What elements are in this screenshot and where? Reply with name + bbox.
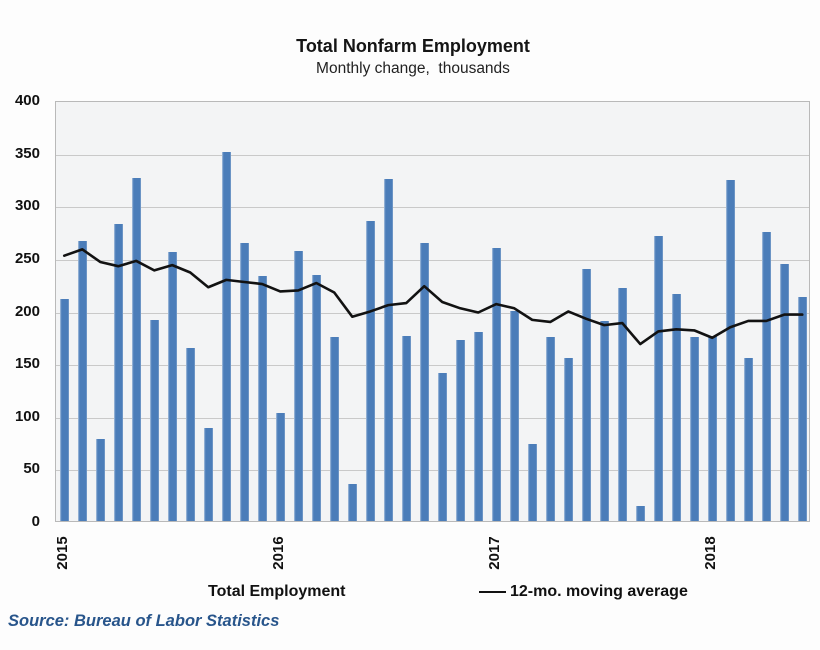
bar-jul-2015 — [167, 251, 177, 521]
legend-item-moving-average: 12-mo. moving average — [479, 582, 688, 602]
bar-jun-2018 — [797, 296, 807, 521]
bar-sep-2015 — [203, 428, 213, 521]
bar-mar-2016 — [311, 274, 321, 521]
bar-feb-2018 — [725, 180, 735, 521]
y-tick-0: 0 — [31, 513, 40, 530]
bar-dec-2015 — [257, 275, 267, 521]
plot-area — [55, 101, 810, 522]
bar-mar-2015 — [95, 438, 105, 521]
bar-dec-2016 — [473, 331, 483, 521]
y-tick-150: 150 — [14, 355, 40, 373]
bar-nov-2017 — [671, 293, 681, 521]
legend-label-moving-average: 12-mo. moving average — [510, 583, 688, 600]
bar-may-2015 — [131, 177, 141, 521]
y-tick-100: 100 — [14, 407, 40, 425]
bar-swatch-icon — [182, 586, 204, 599]
bar-feb-2015 — [77, 241, 87, 521]
bar-jan-2015 — [59, 298, 69, 521]
bar-jun-2017 — [581, 269, 591, 521]
bar-apr-2015 — [113, 224, 123, 521]
bar-apr-2016 — [329, 336, 339, 521]
bar-jun-2015 — [149, 319, 159, 521]
y-tick-50: 50 — [23, 460, 40, 478]
y-tick-300: 300 — [14, 197, 40, 215]
y-tick-200: 200 — [14, 302, 40, 320]
bar-oct-2015 — [221, 151, 231, 521]
bar-may-2016 — [347, 484, 357, 521]
bar-nov-2015 — [239, 243, 249, 521]
bar-mar-2017 — [527, 444, 537, 521]
bar-dec-2017 — [689, 336, 699, 521]
bar-aug-2017 — [617, 288, 627, 521]
gridline-50 — [56, 470, 809, 472]
bar-jan-2017 — [491, 248, 501, 521]
bar-oct-2016 — [437, 372, 447, 521]
gridline-150 — [56, 365, 809, 367]
bar-nov-2016 — [455, 339, 465, 521]
bar-may-2018 — [779, 264, 789, 521]
y-tick-400: 400 — [14, 92, 40, 109]
bar-jan-2016 — [275, 412, 285, 521]
bar-jul-2016 — [383, 178, 393, 521]
bar-feb-2017 — [509, 310, 519, 521]
bar-aug-2015 — [185, 348, 195, 521]
y-tick-250: 250 — [14, 249, 40, 267]
bar-feb-2016 — [293, 250, 303, 521]
x-tick-2018: 2018 — [702, 536, 720, 570]
gridline-350 — [56, 154, 809, 156]
legend-item-total-employment: Total Employment — [182, 582, 346, 602]
y-tick-350: 350 — [14, 144, 40, 162]
bar-aug-2016 — [401, 335, 411, 521]
bar-sep-2017 — [635, 506, 645, 521]
gridline-100 — [56, 417, 809, 419]
chart-subtitle: Monthly change, thousands — [316, 60, 510, 77]
chart-title: Total Nonfarm Employment — [296, 36, 530, 56]
bar-jun-2016 — [365, 221, 375, 521]
x-tick-2016: 2016 — [270, 536, 288, 570]
source-note: Source: Bureau of Labor Statistics — [8, 612, 280, 630]
bar-oct-2017 — [653, 235, 663, 521]
bar-sep-2016 — [419, 243, 429, 521]
line-swatch-icon — [479, 590, 506, 594]
bar-may-2017 — [563, 357, 573, 521]
x-tick-2015: 2015 — [54, 536, 72, 570]
x-tick-2017: 2017 — [486, 536, 504, 570]
bar-apr-2017 — [545, 336, 555, 521]
bar-jul-2017 — [599, 321, 609, 521]
gridline-300 — [56, 207, 809, 209]
bar-apr-2018 — [761, 231, 771, 521]
legend-label-total-employment: Total Employment — [208, 583, 346, 600]
bar-jan-2018 — [707, 335, 717, 521]
bar-mar-2018 — [743, 357, 753, 521]
